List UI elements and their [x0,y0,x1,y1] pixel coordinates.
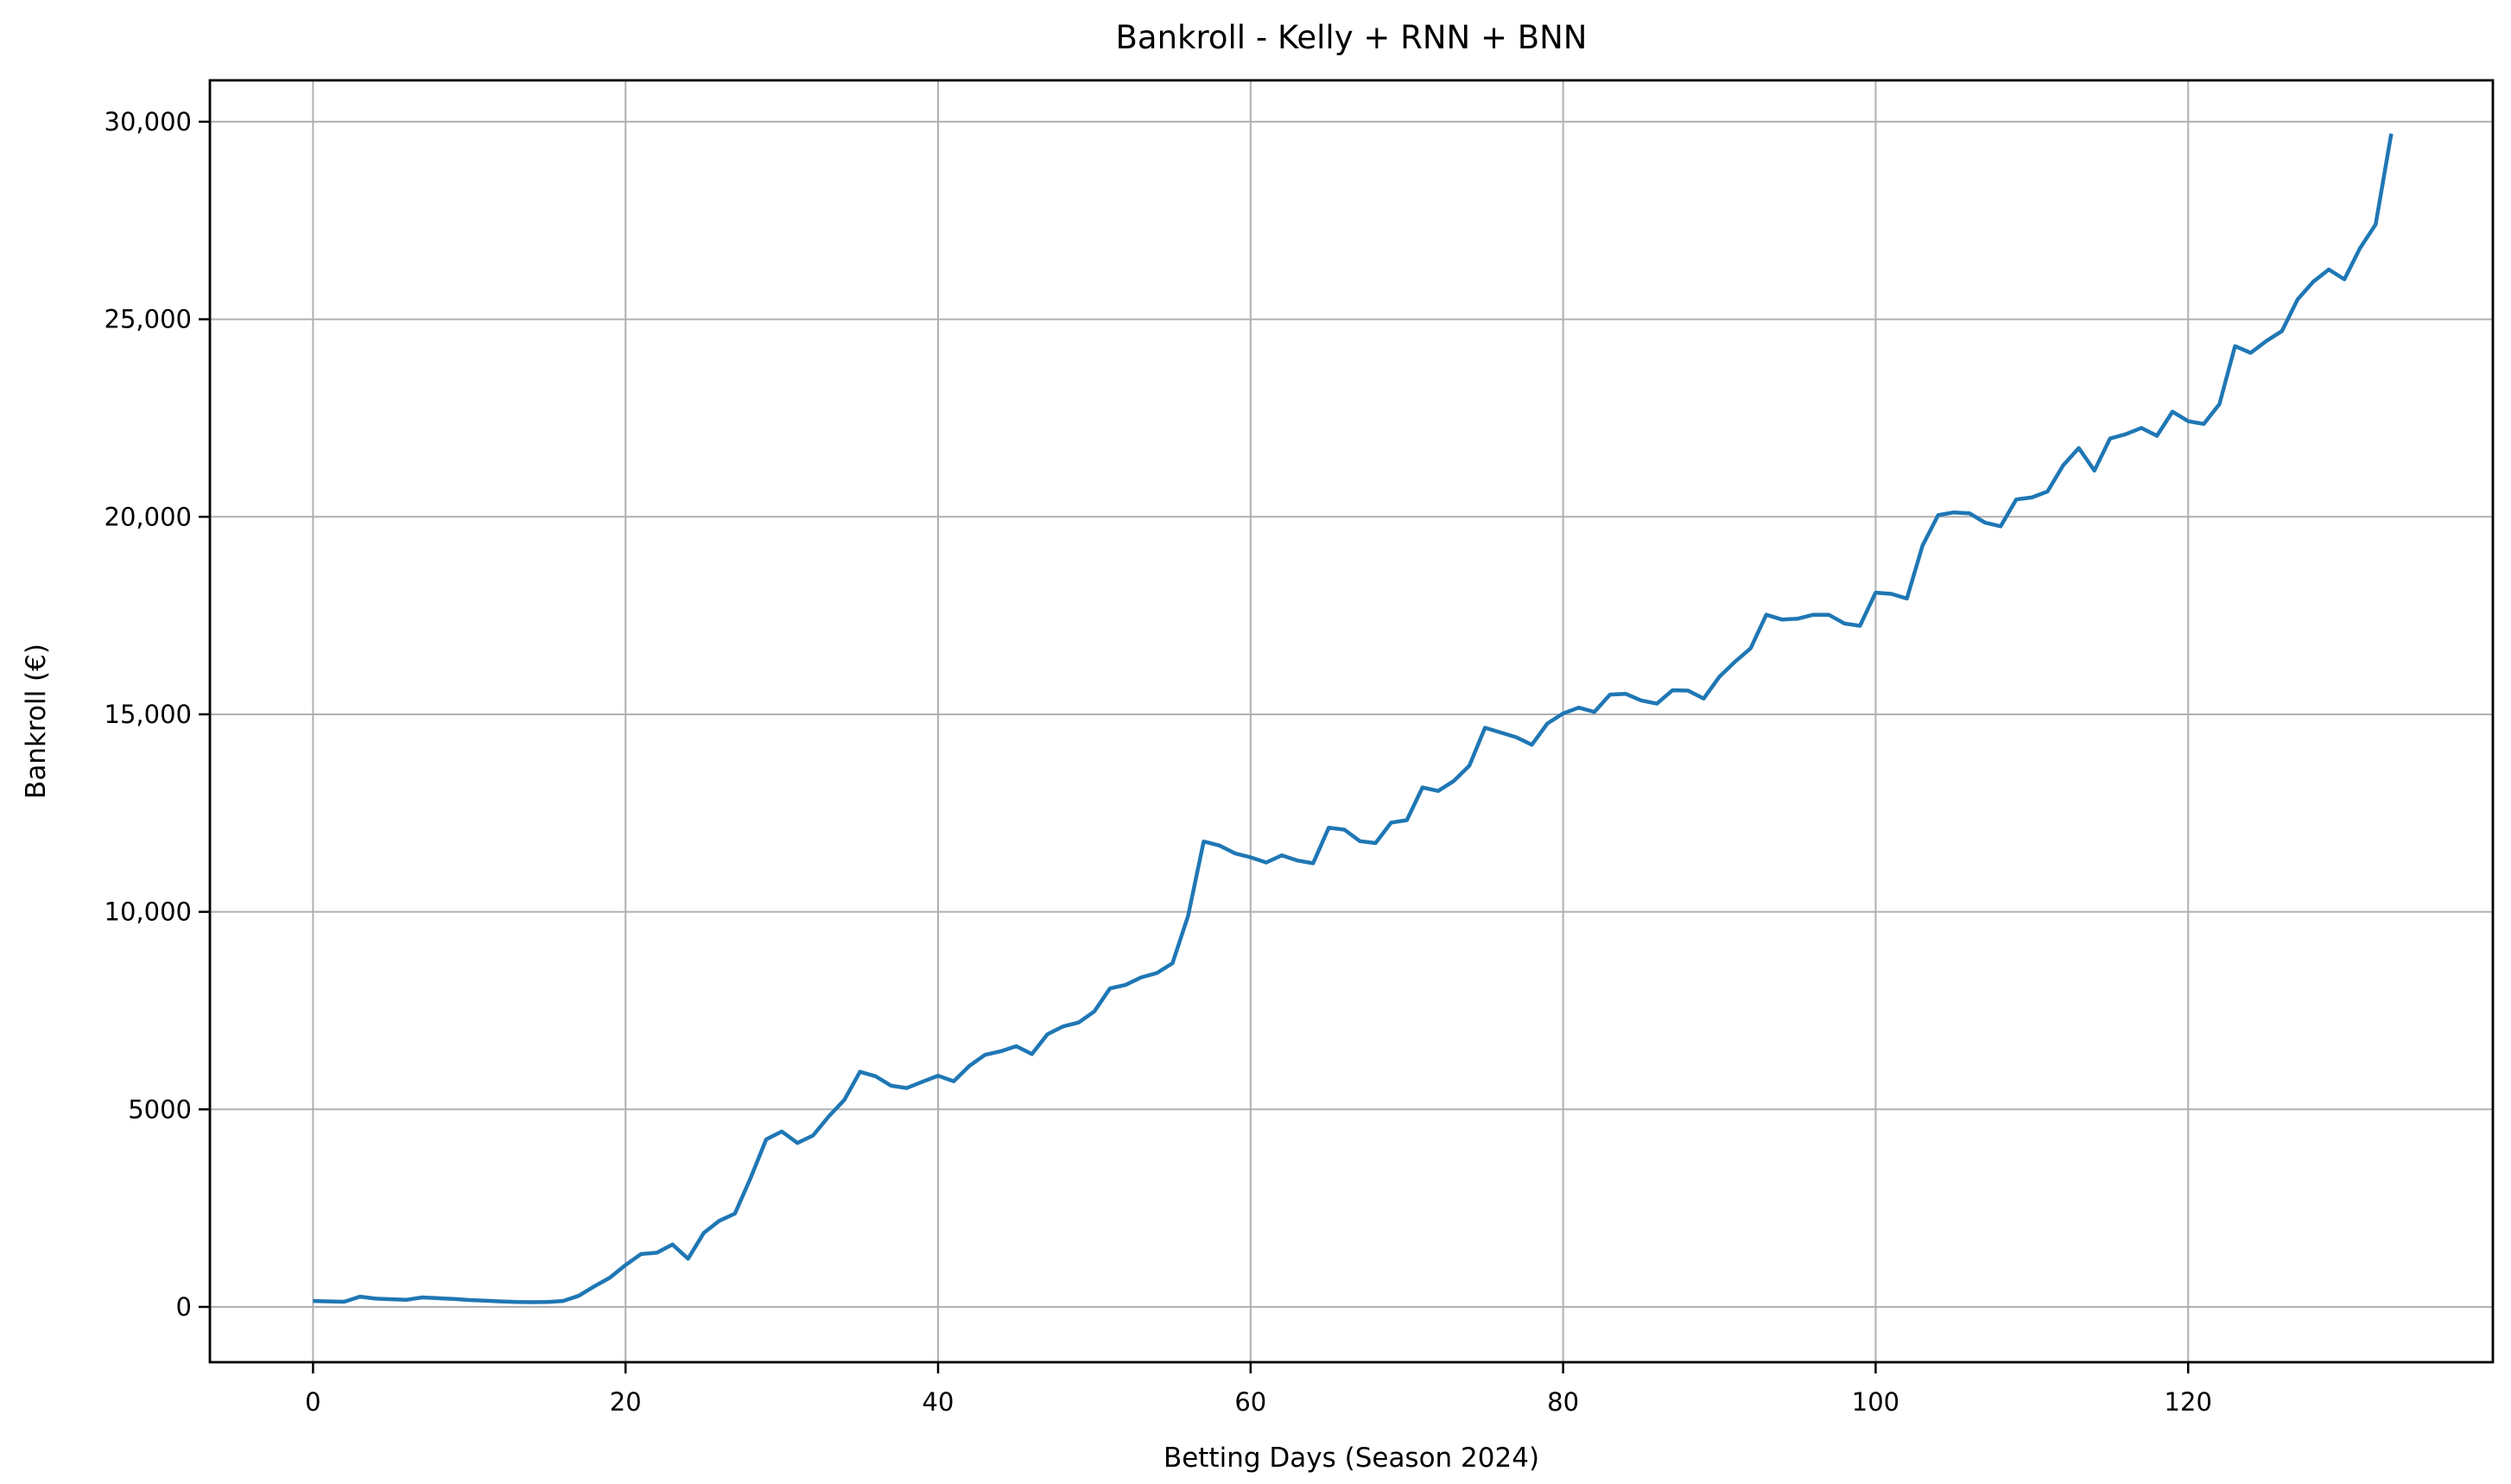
chart-title: Bankroll - Kelly + RNN + BNN [1116,19,1588,56]
x-tick-label: 0 [305,1387,320,1417]
x-tick-label: 120 [2165,1387,2212,1417]
x-tick-label: 20 [610,1387,642,1417]
y-tick-label: 10,000 [105,897,192,927]
y-tick-label: 0 [176,1292,192,1322]
x-tick-label: 40 [923,1387,954,1417]
y-tick-label: 20,000 [105,502,192,531]
x-tick-label: 60 [1234,1387,1266,1417]
x-axis-label: Betting Days (Season 2024) [1164,1443,1539,1474]
x-tick-label: 100 [1852,1387,1899,1417]
y-tick-label: 5000 [128,1094,192,1124]
x-tick-label: 80 [1547,1387,1579,1417]
bankroll-series-line [313,133,2394,1304]
tick-labels: 0 20 40 60 80 100 120 0 5000 10,000 15,000 20,000 25… [105,107,2212,1417]
y-tick-label: 25,000 [105,305,192,334]
grid-lines [210,80,2493,1362]
y-axis-label: Bankroll (€) [21,644,52,799]
axis-ticks [199,120,2190,1373]
plot-border [208,79,2495,1364]
y-tick-label: 30,000 [105,107,192,136]
y-tick-label: 15,000 [105,700,192,729]
